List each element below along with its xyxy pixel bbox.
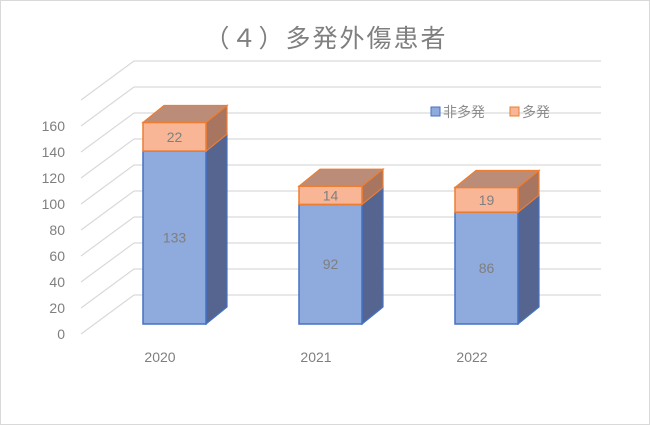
- bar-top-face: [453, 169, 541, 189]
- gridline-side: [80, 138, 135, 179]
- gridline-side: [80, 164, 135, 205]
- gridline-side: [80, 60, 135, 101]
- bar-side-face: [361, 186, 384, 326]
- legend: 非多発 多発: [430, 104, 550, 121]
- x-tick-label: 2020: [144, 349, 175, 365]
- y-tick-label: 100: [42, 196, 66, 212]
- legend-label: 非多発: [443, 104, 485, 121]
- x-tick-label: 2022: [456, 349, 487, 365]
- bars: 133 22 92 14 86 19: [141, 104, 541, 326]
- bar-group-2020: 133 22: [141, 104, 229, 326]
- x-tick-label: 2021: [300, 349, 331, 365]
- y-tick-label: 0: [57, 326, 65, 342]
- gridline-side: [80, 190, 135, 231]
- y-tick-label: 140: [42, 144, 66, 160]
- bar-side-face: [205, 132, 228, 326]
- gridline-side: [80, 86, 135, 127]
- legend-label: 多発: [522, 104, 550, 121]
- bar-segment-多発: [142, 121, 207, 152]
- legend-swatch: [509, 106, 520, 117]
- y-tick-label: 120: [42, 170, 66, 186]
- bar-top-face: [297, 168, 385, 187]
- gridline-side: [80, 242, 135, 283]
- y-tick-label: 60: [49, 248, 65, 264]
- gridline-side: [80, 112, 135, 153]
- bar-segment-多発: [454, 186, 519, 213]
- gridline-side: [80, 294, 135, 335]
- y-axis: 0 20 40 60 80 100 120 140 160: [42, 118, 66, 342]
- bar-group-2022: 86 19: [453, 169, 541, 326]
- data-label: 14: [323, 187, 339, 203]
- y-tick-label: 160: [42, 118, 66, 134]
- y-tick-label: 40: [49, 274, 65, 290]
- y-tick-label: 20: [49, 300, 65, 316]
- data-label: 92: [323, 256, 339, 272]
- bar-segment-非多発: [298, 203, 363, 325]
- x-axis: 2020 2021 2022: [144, 349, 487, 365]
- bar-group-2021: 92 14: [297, 167, 385, 326]
- gridline-side: [80, 216, 135, 257]
- bar-side-face: [517, 193, 540, 326]
- y-tick-label: 80: [49, 222, 65, 238]
- data-label: 22: [167, 129, 183, 145]
- bar-segment-非多発: [142, 150, 207, 325]
- legend-item: 多発: [509, 104, 550, 121]
- chart-title: （４）多発外傷患者: [204, 24, 448, 53]
- data-label: 19: [479, 192, 495, 208]
- data-label: 86: [479, 260, 495, 276]
- bar-top-face: [141, 104, 229, 124]
- data-label: 133: [163, 230, 187, 246]
- legend-swatch: [430, 106, 441, 117]
- gridline-side: [80, 268, 135, 309]
- legend-item: 非多発: [430, 104, 485, 121]
